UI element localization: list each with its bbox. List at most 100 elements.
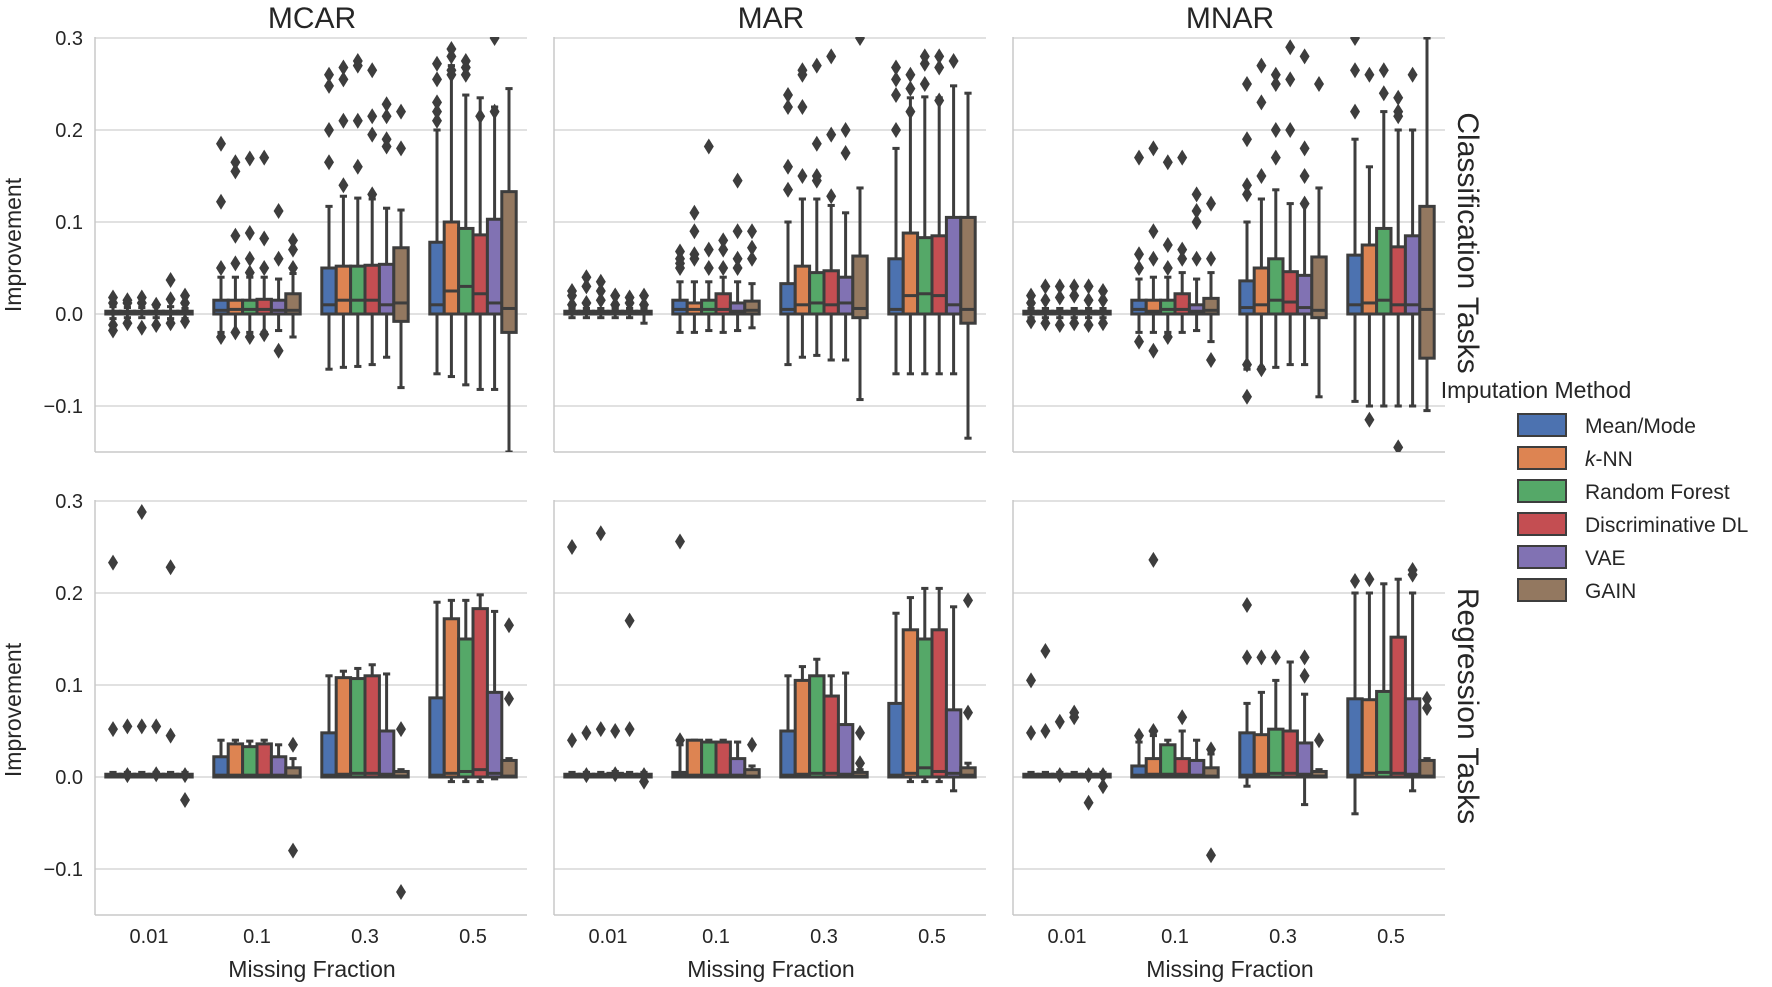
outlier-marker (1242, 76, 1252, 92)
outlier-marker (1026, 313, 1036, 330)
outlier-marker (259, 149, 270, 166)
outlier-marker (1242, 649, 1252, 666)
outlier-marker (732, 172, 743, 189)
box (1360, 698, 1379, 779)
panel-regression-mcar: −0.1 0.0 0.1 0.2 0.3 0.01 0.1 0.3 0.5 (44, 491, 527, 948)
box (377, 729, 396, 779)
box (363, 263, 381, 316)
box (255, 742, 273, 779)
outlier-marker (230, 163, 241, 180)
outlier-marker (567, 296, 577, 313)
outlier-marker (151, 317, 162, 334)
outlier-marker (1098, 767, 1108, 784)
outlier-marker (122, 767, 133, 784)
outlier-marker (1256, 168, 1267, 184)
legend-label-mean-mode: Mean/Mode (1585, 415, 1696, 438)
box (793, 678, 812, 779)
box (226, 298, 245, 316)
box (916, 236, 934, 316)
outlier-marker (1393, 439, 1404, 452)
outlier-marker (1270, 76, 1281, 92)
outlier-marker (948, 53, 959, 69)
outlier-marker (1422, 700, 1432, 716)
box (1281, 270, 1299, 316)
outlier-marker (136, 718, 147, 735)
outlier-marker (567, 732, 577, 749)
box (1403, 234, 1422, 316)
outlier-marker (1270, 649, 1281, 666)
outlier-marker (639, 287, 649, 304)
x-axis-title-mar: Missing Fraction (687, 956, 854, 982)
outlier-marker (446, 62, 457, 79)
outlier-marker (1134, 246, 1144, 263)
panel-marks (104, 504, 518, 900)
box (255, 297, 273, 316)
outlier-marker (1069, 704, 1080, 721)
outlier-marker (595, 283, 606, 299)
outlier-marker (891, 87, 901, 104)
outlier-marker (396, 884, 406, 900)
outlier-marker (1069, 287, 1080, 304)
outlier-marker (811, 57, 822, 74)
outlier-marker (1134, 149, 1144, 166)
outlier-marker (934, 48, 945, 65)
box (500, 190, 518, 334)
outlier-marker (489, 103, 500, 120)
outlier-marker (934, 92, 945, 109)
outlier-marker (1364, 571, 1375, 588)
outlier-marker (1378, 85, 1389, 102)
outlier-marker (1285, 39, 1296, 56)
outlier-marker (1083, 767, 1094, 784)
outlier-marker (1148, 342, 1159, 359)
outlier-marker (1083, 278, 1094, 295)
outlier-marker (1270, 149, 1281, 166)
outlier-marker (675, 732, 685, 749)
outlier-marker (855, 724, 865, 741)
outlier-marker (919, 76, 930, 92)
outlier-marker (675, 243, 685, 260)
outlier-marker (367, 186, 378, 203)
outlier-marker (288, 736, 298, 753)
outlier-marker (1285, 71, 1296, 88)
legend-swatch-discriminative-dl (1517, 512, 1567, 536)
x-tick-label: 0.01 (130, 926, 169, 948)
outlier-marker (732, 223, 743, 240)
outlier-marker (180, 767, 190, 784)
outlier-marker (230, 324, 241, 341)
outlier-marker (1040, 278, 1051, 295)
y-tick-label: 0.3 (55, 491, 83, 513)
outlier-marker (963, 592, 973, 609)
x-tick-label: 0.1 (243, 926, 271, 948)
outlier-marker (1098, 283, 1108, 299)
outlier-marker (273, 250, 284, 267)
outlier-marker (1299, 140, 1310, 157)
box (685, 738, 704, 779)
outlier-marker (1040, 723, 1051, 739)
outlier-marker (1148, 723, 1159, 739)
outlier-marker (797, 99, 808, 115)
box (808, 271, 826, 316)
legend-label-vae: VAE (1585, 547, 1625, 570)
outlier-marker (855, 37, 865, 46)
box (1418, 204, 1436, 360)
outlier-marker (1256, 361, 1267, 378)
legend-item-gain: GAIN (1517, 578, 1636, 603)
legend-label-gain: GAIN (1585, 580, 1636, 603)
box (944, 708, 963, 779)
outlier-marker (581, 278, 592, 295)
box (500, 758, 518, 779)
outlier-marker (381, 108, 392, 125)
outlier-marker (165, 291, 176, 308)
outlier-marker (489, 37, 500, 46)
outlier-marker (1422, 690, 1432, 707)
box (1267, 727, 1285, 779)
outlier-marker (1299, 195, 1310, 212)
outlier-marker (783, 158, 793, 175)
outlier-marker (122, 292, 133, 309)
legend-item-vae: VAE (1517, 545, 1625, 570)
box (714, 292, 732, 316)
outlier-marker (624, 612, 635, 629)
outlier-marker (905, 80, 916, 97)
outlier-marker (338, 71, 349, 88)
outlier-marker (581, 724, 592, 741)
